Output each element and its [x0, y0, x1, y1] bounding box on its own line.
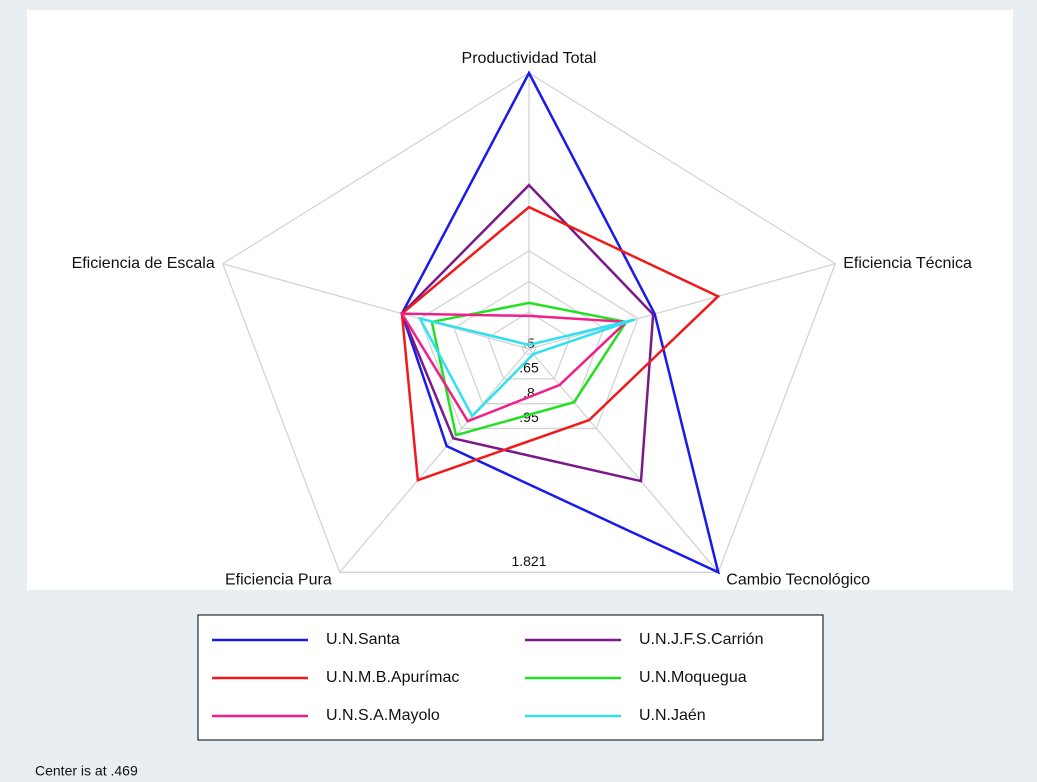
- legend-label: U.N.M.B.Apurímac: [326, 669, 459, 686]
- grid-ring: [221, 72, 837, 573]
- axis-label: Eficiencia de Escala: [72, 255, 215, 272]
- series-line: [400, 70, 721, 575]
- grid-ring: [521, 341, 537, 355]
- axis-label: Cambio Tecnológico: [726, 572, 870, 589]
- axis-line: [528, 263, 836, 350]
- legend-label: U.N.S.A.Mayolo: [326, 707, 440, 724]
- legend-label: U.N.Moquegua: [639, 669, 747, 686]
- legend-label: U.N.Jaén: [639, 707, 706, 724]
- axis-line: [339, 348, 530, 573]
- note: Center is at .469: [35, 763, 138, 779]
- grid-ring: [419, 250, 639, 430]
- series-line: [400, 183, 655, 483]
- r-tick-label: .8: [523, 384, 535, 400]
- r-tick-label: 1.821: [511, 553, 546, 569]
- legend-label: U.N.J.F.S.Carrión: [639, 631, 763, 648]
- axis-line: [528, 348, 719, 573]
- series-line: [399, 312, 630, 423]
- series-line: [400, 205, 721, 482]
- plot-area: [27, 10, 1013, 590]
- series-line: [417, 316, 636, 419]
- axis-label: Productividad Total: [462, 50, 597, 67]
- r-tick-label: .65: [519, 360, 539, 376]
- axis-line: [222, 263, 530, 350]
- axis-label: Eficiencia Pura: [225, 572, 332, 589]
- legend-label: U.N.Santa: [326, 631, 400, 648]
- axis-label: Eficiencia Técnica: [843, 255, 972, 272]
- series-line: [430, 301, 629, 437]
- grid-ring: [487, 311, 571, 380]
